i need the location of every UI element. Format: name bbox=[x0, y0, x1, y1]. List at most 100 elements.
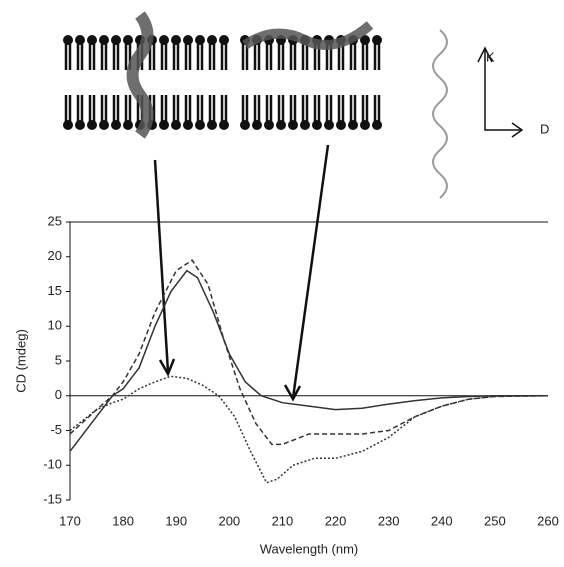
lipid-tail bbox=[208, 40, 216, 70]
lipid-tail bbox=[241, 95, 249, 125]
lipid-tail bbox=[289, 40, 297, 70]
lipid-tail bbox=[373, 40, 381, 70]
lipid-tail bbox=[265, 40, 273, 70]
lipid-head bbox=[63, 35, 73, 45]
x-tick-label: 220 bbox=[325, 513, 347, 528]
lipid-tail bbox=[124, 95, 132, 125]
lipid-tail bbox=[160, 95, 168, 125]
lipid-head bbox=[99, 120, 109, 130]
y-tick-label: 5 bbox=[55, 352, 62, 367]
lipid-head bbox=[171, 120, 181, 130]
lipid-tail bbox=[76, 40, 84, 70]
lipid-tail bbox=[112, 40, 120, 70]
lipid-tail bbox=[100, 40, 108, 70]
lipid-head bbox=[219, 120, 229, 130]
lipid-head bbox=[87, 120, 97, 130]
lipid-head bbox=[99, 35, 109, 45]
lipid-head bbox=[324, 120, 334, 130]
lipid-tail bbox=[196, 95, 204, 125]
lipid-head bbox=[87, 35, 97, 45]
lipid-head bbox=[207, 35, 217, 45]
lipid-head bbox=[183, 120, 193, 130]
lipid-head bbox=[75, 35, 85, 45]
lipid-head bbox=[219, 35, 229, 45]
lipid-head bbox=[312, 120, 322, 130]
x-tick-label: 230 bbox=[378, 513, 400, 528]
lipid-tail bbox=[196, 40, 204, 70]
lipid-tail bbox=[100, 95, 108, 125]
x-tick-label: 250 bbox=[484, 513, 506, 528]
helix-ribbon bbox=[242, 21, 374, 50]
lipid-tail bbox=[373, 95, 381, 125]
arrow-heads bbox=[477, 46, 524, 138]
y-tick-label: 25 bbox=[48, 213, 62, 228]
lipid-tail bbox=[325, 95, 333, 125]
lipid-tail bbox=[253, 40, 261, 70]
pointer-arrow-head bbox=[158, 358, 176, 377]
lipid-tail bbox=[361, 40, 369, 70]
lipid-tail bbox=[112, 95, 120, 125]
lipid-head bbox=[111, 120, 121, 130]
pointer-arrow-head bbox=[283, 384, 302, 402]
lipid-tail bbox=[64, 95, 72, 125]
x-tick-label: 240 bbox=[431, 513, 453, 528]
x-tick-label: 180 bbox=[112, 513, 134, 528]
y-tick-label: 20 bbox=[48, 248, 62, 263]
lipid-head bbox=[240, 120, 250, 130]
lipid-tail bbox=[64, 40, 72, 70]
lipid-tail bbox=[184, 40, 192, 70]
lipid-head bbox=[276, 120, 286, 130]
x-tick-label: 170 bbox=[59, 513, 81, 528]
cd-curve bbox=[69, 269, 548, 452]
lipid-head bbox=[111, 35, 121, 45]
annotation: K bbox=[486, 49, 495, 64]
lipid-head bbox=[159, 35, 169, 45]
lipid-head bbox=[372, 120, 382, 130]
x-tick-label: 260 bbox=[537, 513, 559, 528]
lipid-head bbox=[372, 35, 382, 45]
lipid-tail bbox=[208, 95, 216, 125]
y-tick-label: 15 bbox=[48, 283, 62, 298]
lipid-head bbox=[336, 120, 346, 130]
lipid-tail bbox=[76, 95, 84, 125]
lipid-tail bbox=[277, 40, 285, 70]
lipid-head bbox=[207, 120, 217, 130]
x-tick-label: 190 bbox=[165, 513, 187, 528]
lipid-head bbox=[75, 120, 85, 130]
lipid-tail bbox=[184, 95, 192, 125]
pointer-arrow bbox=[291, 144, 330, 399]
lipid-tail bbox=[349, 40, 357, 70]
lipid-tail bbox=[253, 95, 261, 125]
lipid-head bbox=[348, 120, 358, 130]
helix-wave bbox=[432, 29, 448, 199]
x-tick-label: 200 bbox=[218, 513, 240, 528]
lipid-head bbox=[300, 120, 310, 130]
lipid-tail bbox=[220, 40, 228, 70]
x-tick-label: 210 bbox=[272, 513, 294, 528]
lipid-head bbox=[183, 35, 193, 45]
y-tick-label: -5 bbox=[50, 422, 62, 437]
y-tick-label: 10 bbox=[48, 318, 62, 333]
lipid-head bbox=[171, 35, 181, 45]
lipid-head bbox=[123, 35, 133, 45]
lipid-head bbox=[123, 120, 133, 130]
lipid-head bbox=[63, 120, 73, 130]
y-tick-label: -15 bbox=[43, 491, 62, 506]
lipid-head bbox=[360, 120, 370, 130]
lipid-head bbox=[264, 120, 274, 130]
lipid-tail bbox=[361, 95, 369, 125]
y-tick-label: -10 bbox=[43, 457, 62, 472]
y-tick-label: 0 bbox=[55, 387, 62, 402]
illustration: K D bbox=[63, 11, 549, 402]
x-axis-label: Wavelength (nm) bbox=[260, 541, 359, 556]
lipid-tail bbox=[301, 95, 309, 125]
axis-glyph bbox=[484, 48, 522, 131]
lipid-tail bbox=[349, 95, 357, 125]
lipid-head bbox=[288, 120, 298, 130]
lipid-head bbox=[252, 120, 262, 130]
pointer-arrow bbox=[153, 159, 170, 373]
lipid-tail bbox=[277, 95, 285, 125]
lipid-head bbox=[195, 120, 205, 130]
